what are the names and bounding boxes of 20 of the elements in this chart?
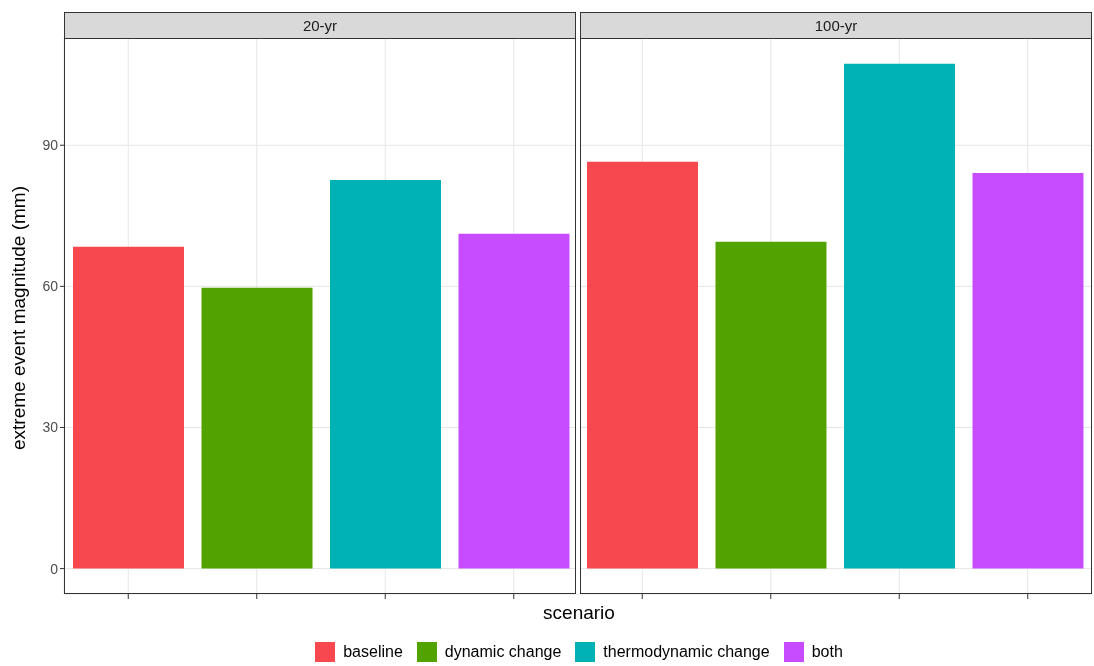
text: 100-yr [580, 12, 1092, 39]
y-tick-label: 90 [42, 137, 59, 154]
bar [330, 180, 441, 569]
bar [458, 233, 570, 569]
bar [73, 246, 184, 569]
legend-label: dynamic change [444, 643, 562, 661]
text: 20-yr [64, 12, 576, 39]
bar [972, 173, 1084, 569]
bar [844, 63, 955, 569]
legend-label: thermodynamic change [603, 643, 770, 661]
y-tick-label: 60 [42, 278, 59, 295]
x-axis-title: scenario [542, 602, 616, 624]
legend-label: both [811, 643, 843, 661]
y-axis-title: extreme event magnitude (mm) [8, 186, 30, 450]
y-tick-label: 30 [42, 419, 59, 436]
bar [201, 287, 313, 569]
legend-label: baseline [343, 643, 403, 661]
bar [715, 241, 827, 569]
bar [587, 161, 698, 569]
y-tick-label: 0 [50, 560, 59, 577]
